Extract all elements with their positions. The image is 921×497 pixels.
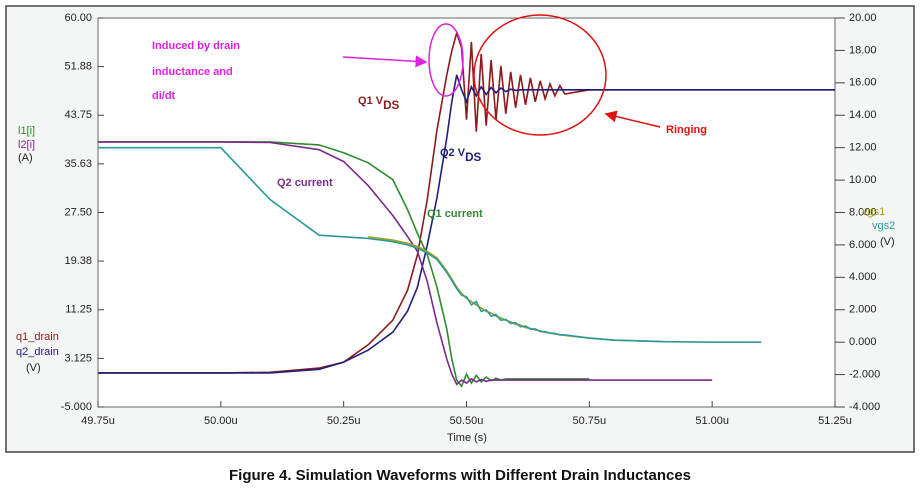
y2-tick-label: 18.00 — [849, 44, 877, 56]
annotation-arrow — [342, 55, 428, 68]
annotation-arrow — [604, 110, 661, 128]
y-tick-label: -5.000 — [61, 401, 92, 413]
y-tick-label: 51.88 — [64, 61, 92, 73]
y2-tick-label: 8.000 — [849, 206, 877, 218]
annotation-text: Q1 V — [358, 95, 384, 107]
legend-label: vgs2 — [872, 220, 895, 232]
annotation: Q1 VDS — [358, 95, 400, 112]
y-tick-label: 3.125 — [64, 352, 92, 364]
legend-label: l1[i] — [18, 125, 35, 137]
y2-tick-label: 10.00 — [849, 174, 877, 186]
x-tick-label: 50.50u — [450, 415, 484, 427]
annotation-text: Ringing — [666, 124, 707, 136]
x-tick-label: 50.75u — [573, 415, 607, 427]
y-tick-label: 19.38 — [64, 255, 92, 267]
y2-tick-label: 2.000 — [849, 304, 877, 316]
y2-unit-label: (V) — [880, 236, 895, 248]
legend-label: l2[i] — [18, 139, 35, 151]
y-unit-label: (V) — [26, 362, 41, 374]
legend-label: q1_drain — [16, 331, 59, 343]
highlight-ellipse — [428, 23, 464, 97]
x-tick-label: 50.25u — [327, 415, 361, 427]
x-tick-label: 49.75u — [81, 415, 115, 427]
annotation: Q2 current — [277, 177, 333, 189]
annotation: Ringing — [666, 124, 707, 136]
annotation: Induced by drain — [152, 40, 240, 52]
caption: Figure 4. Simulation Waveforms with Diff… — [229, 467, 691, 484]
annotation: Q1 current — [427, 208, 483, 220]
y-tick-label: 43.75 — [64, 109, 92, 121]
y-tick-label: 60.00 — [64, 12, 92, 24]
annotation: Q2 VDS — [440, 147, 482, 164]
series-line — [98, 141, 713, 386]
series-line — [98, 74, 835, 374]
annotation-text: Induced by drain — [152, 40, 240, 52]
annotation-text: inductance and — [152, 66, 233, 78]
annotation: di/dt — [152, 90, 176, 102]
y2-tick-label: 16.00 — [849, 77, 877, 89]
y-unit-label: (A) — [18, 152, 33, 164]
annotation-text: Q2 current — [277, 177, 333, 189]
annotation-subscript: DS — [383, 99, 399, 112]
series-line — [98, 146, 762, 343]
x-axis-title: Time (s) — [447, 432, 487, 444]
x-tick-label: 51.00u — [695, 415, 729, 427]
annotation-text: di/dt — [152, 90, 176, 102]
y2-tick-label: 4.000 — [849, 271, 877, 283]
y2-tick-label: 6.000 — [849, 239, 877, 251]
series-line — [98, 141, 590, 388]
annotation-subscript: DS — [465, 151, 481, 164]
y-tick-label: 35.63 — [64, 158, 92, 170]
y2-tick-label: 14.00 — [849, 109, 877, 121]
annotation-text: Q2 V — [440, 147, 466, 159]
y2-tick-label: -4.000 — [849, 401, 880, 413]
x-tick-label: 50.00u — [204, 415, 238, 427]
x-tick-label: 51.25u — [818, 415, 852, 427]
y-tick-label: 11.25 — [65, 304, 92, 316]
series-layer — [98, 30, 835, 388]
annotation-text: Q1 current — [427, 208, 483, 220]
legend-label: q2_drain — [16, 346, 59, 358]
annotation: inductance and — [152, 66, 233, 78]
y-tick-label: 27.50 — [64, 206, 92, 218]
highlight-ellipse — [473, 14, 607, 136]
legend-label: vgs1 — [862, 206, 885, 218]
y2-tick-label: 20.00 — [849, 12, 877, 24]
y2-tick-label: 0.000 — [849, 336, 877, 348]
y2-tick-label: 12.00 — [849, 142, 877, 154]
y2-tick-label: -2.000 — [849, 368, 880, 380]
